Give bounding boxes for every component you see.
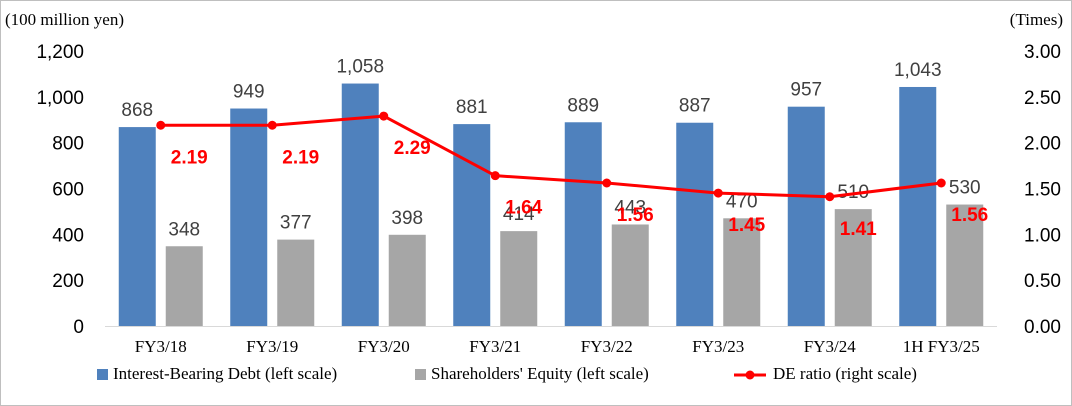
ratio-point xyxy=(936,178,946,188)
ratio-point xyxy=(602,178,612,188)
equity-value-label: 530 xyxy=(949,178,981,199)
ratio-point xyxy=(379,111,389,121)
equity-bar xyxy=(834,209,872,326)
debt-value-label: 1,043 xyxy=(894,60,942,81)
debt-bar xyxy=(341,83,379,327)
debt-bar xyxy=(230,108,268,326)
left-tick-label: 400 xyxy=(52,225,84,246)
category-label: FY3/19 xyxy=(246,337,298,356)
debt-bar xyxy=(787,106,825,326)
equity-value-label: 348 xyxy=(168,219,200,240)
equity-bar xyxy=(611,224,649,326)
right-tick-label: 0.50 xyxy=(1024,271,1061,292)
equity-value-label: 377 xyxy=(280,213,312,234)
ratio-point xyxy=(267,120,277,130)
left-tick-label: 0 xyxy=(73,317,84,338)
category-label: FY3/20 xyxy=(358,337,410,356)
ratio-point xyxy=(156,120,166,130)
equity-value-label: 443 xyxy=(614,197,646,218)
category-label: FY3/24 xyxy=(804,337,856,356)
bars-layer xyxy=(118,83,984,327)
left-tick-label: 1,000 xyxy=(36,88,84,109)
category-label: FY3/22 xyxy=(581,337,633,356)
legend-label-equity: Shareholders' Equity (left scale) xyxy=(431,364,649,383)
ratio-labels-layer: 2.19 2.19 2.29 1.64 1.56 1.45 1.41 1.56 xyxy=(171,138,988,240)
right-axis-unit: (Times) xyxy=(1010,10,1063,29)
equity-value-label: 414 xyxy=(503,204,535,225)
debt-value-label: 1,058 xyxy=(336,57,384,78)
debt-value-label: 949 xyxy=(233,82,265,103)
right-tick-label: 1.00 xyxy=(1024,225,1061,246)
category-label: 1H FY3/25 xyxy=(903,337,980,356)
left-tick-label: 200 xyxy=(52,271,84,292)
legend: Interest-Bearing Debt (left scale) Share… xyxy=(97,364,917,383)
ratio-value-label: 1.56 xyxy=(951,205,988,226)
category-label: FY3/21 xyxy=(469,337,521,356)
debt-value-label: 957 xyxy=(790,80,822,101)
debt-bar xyxy=(676,122,714,327)
debt-value-label: 868 xyxy=(121,100,153,121)
ratio-point xyxy=(490,171,500,181)
equity-value-label: 398 xyxy=(391,208,423,229)
equity-bar xyxy=(500,231,538,326)
right-axis-ticks: 3.00 2.50 2.00 1.50 1.00 0.50 0.00 xyxy=(1024,42,1061,338)
ratio-point xyxy=(713,188,723,198)
right-tick-label: 1.50 xyxy=(1024,180,1061,201)
right-tick-label: 2.00 xyxy=(1024,134,1061,155)
ratio-value-label: 2.29 xyxy=(394,138,431,159)
ratio-value-label: 2.19 xyxy=(171,147,208,168)
left-axis-unit: (100 million yen) xyxy=(5,10,124,29)
legend-swatch-debt xyxy=(97,369,108,380)
category-labels: FY3/18 FY3/19 FY3/20 FY3/21 FY3/22 FY3/23 FY3/… xyxy=(135,337,980,356)
equity-bar xyxy=(277,239,315,326)
debt-value-label: 889 xyxy=(567,95,599,116)
ratio-value-label: 1.41 xyxy=(840,219,877,240)
category-label: FY3/18 xyxy=(135,337,187,356)
right-tick-label: 0.00 xyxy=(1024,317,1061,338)
ratio-value-label: 1.45 xyxy=(728,215,765,236)
legend-swatch-ratio-marker xyxy=(745,370,755,380)
ratio-value-label: 1.64 xyxy=(505,198,542,219)
equity-bar xyxy=(946,204,984,326)
bar-labels-layer: 868 348 949 377 1,058 398 881 414 889 443 887 470 95… xyxy=(121,57,980,241)
ratio-value-label: 2.19 xyxy=(282,147,319,168)
ratio-series-line xyxy=(160,114,942,199)
debt-bar xyxy=(453,124,491,327)
left-tick-label: 800 xyxy=(52,134,84,155)
left-tick-label: 600 xyxy=(52,180,84,201)
right-tick-label: 3.00 xyxy=(1024,42,1061,63)
debt-bar xyxy=(899,86,937,327)
ratio-point xyxy=(825,192,835,202)
equity-bar xyxy=(723,218,761,326)
ratio-line-layer xyxy=(156,111,946,202)
left-axis-ticks: 1,200 1,000 800 600 400 200 0 xyxy=(36,42,84,338)
debt-bar xyxy=(118,127,156,326)
category-label: FY3/23 xyxy=(692,337,744,356)
ratio-value-label: 1.56 xyxy=(617,205,654,226)
right-tick-label: 2.50 xyxy=(1024,88,1061,109)
debt-bar xyxy=(564,122,602,326)
legend-label-debt: Interest-Bearing Debt (left scale) xyxy=(113,364,337,383)
legend-label-ratio: DE ratio (right scale) xyxy=(773,364,917,383)
debt-value-label: 887 xyxy=(679,96,711,117)
debt-value-label: 881 xyxy=(456,97,488,118)
left-tick-label: 1,200 xyxy=(36,42,84,63)
equity-bar xyxy=(165,246,203,326)
legend-swatch-equity xyxy=(415,369,426,380)
equity-bar xyxy=(388,234,426,326)
equity-value-label: 470 xyxy=(726,191,758,212)
